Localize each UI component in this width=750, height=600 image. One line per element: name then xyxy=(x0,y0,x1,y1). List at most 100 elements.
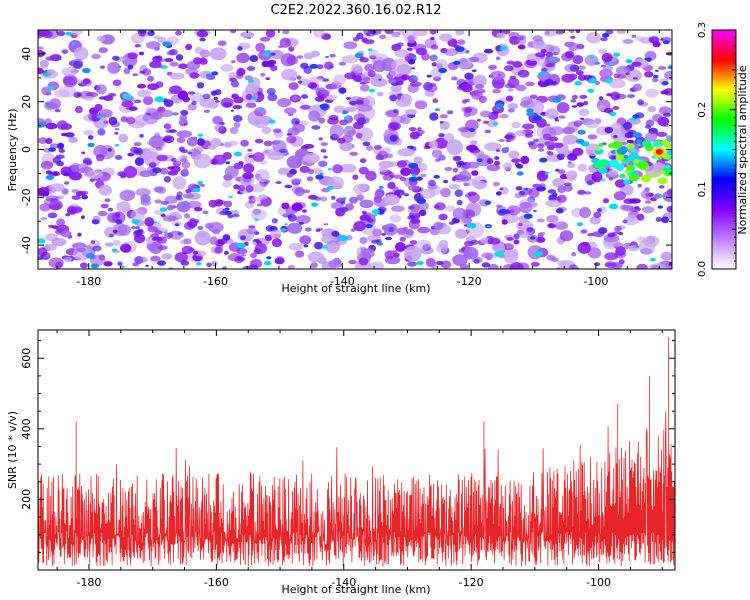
heatmap-cell xyxy=(45,102,50,105)
heatmap-cell xyxy=(552,221,562,226)
heatmap-cell xyxy=(562,134,579,145)
heatmap-cell xyxy=(454,189,463,198)
heatmap-cell xyxy=(663,40,670,45)
heatmap-cell xyxy=(307,82,318,89)
heatmap-cell xyxy=(348,259,357,265)
heatmap-cell xyxy=(565,50,575,59)
heatmap-cell xyxy=(202,93,211,100)
heatmap-cell xyxy=(187,220,198,228)
heatmap-cell xyxy=(193,153,212,169)
heatmap-cell xyxy=(38,247,48,257)
heatmap-cell xyxy=(622,219,628,224)
heatmap-cell xyxy=(484,142,502,152)
heatmap-cell xyxy=(181,245,194,254)
heatmap-cell xyxy=(603,233,620,243)
heatmap-cell xyxy=(365,170,377,181)
heatmap-cell xyxy=(650,257,656,262)
heatmap-cell xyxy=(175,54,184,61)
heatmap-cell xyxy=(130,209,145,222)
heatmap-cell xyxy=(376,242,383,246)
heatmap-cell xyxy=(552,97,562,103)
heatmap-cell xyxy=(281,68,298,81)
heatmap-cell xyxy=(629,198,641,204)
heatmap-cell xyxy=(358,183,368,192)
heatmap-cell xyxy=(97,210,108,217)
heatmap-cell xyxy=(269,49,284,60)
heatmap-cell xyxy=(616,30,626,34)
heatmap-cell xyxy=(162,137,171,142)
heatmap-cell xyxy=(492,89,501,94)
heatmap-cell xyxy=(328,168,332,171)
heatmap-cell xyxy=(254,218,259,221)
heatmap-cell xyxy=(495,204,503,208)
heatmap-cell xyxy=(623,179,631,185)
heatmap-cell xyxy=(115,212,121,218)
heatmap-cell xyxy=(417,226,431,234)
heatmap-cell xyxy=(296,55,304,59)
heatmap-cell xyxy=(504,65,514,72)
heatmap-cell xyxy=(425,84,438,93)
heatmap-cell xyxy=(342,197,347,200)
heatmap-cell xyxy=(331,230,340,237)
heatmap-cell xyxy=(644,57,649,61)
heatmap-cell xyxy=(192,250,199,255)
heatmap-cell xyxy=(464,72,474,80)
heatmap-cell xyxy=(306,176,314,182)
heatmap-cell xyxy=(329,53,336,58)
heatmap-cell xyxy=(406,145,415,149)
heatmap-cell xyxy=(473,74,487,87)
heatmap-cell xyxy=(539,157,548,163)
heatmap-cell xyxy=(249,183,266,193)
heatmap-cell xyxy=(301,94,309,99)
heatmap-cell xyxy=(107,61,121,74)
heatmap-cell xyxy=(73,60,83,69)
heatmap-cell xyxy=(557,169,566,175)
heatmap-cell xyxy=(353,75,362,82)
heatmap-cell xyxy=(211,71,219,76)
heatmap-cell xyxy=(54,89,70,98)
heatmap-cell xyxy=(76,247,87,253)
heatmap-cell xyxy=(224,210,233,216)
heatmap-cell xyxy=(63,76,77,88)
heatmap-cell xyxy=(114,128,120,131)
heatmap-cell xyxy=(535,236,546,243)
heatmap-cell xyxy=(466,222,477,229)
heatmap-cell xyxy=(91,53,101,60)
heatmap-cell xyxy=(43,72,51,77)
heatmap-cell xyxy=(440,187,451,198)
heatmap-cell xyxy=(350,228,356,232)
heatmap-cell xyxy=(132,262,139,267)
heatmap-cell xyxy=(539,71,546,76)
heatmap-cell xyxy=(132,73,139,77)
heatmap-cell xyxy=(85,253,95,259)
heatmap-cell xyxy=(495,56,501,61)
heatmap-cell xyxy=(89,178,95,182)
heatmap-cell xyxy=(477,118,481,122)
heatmap-cell xyxy=(555,30,565,35)
heatmap-y-ticks: -40 -20 0 20 40 xyxy=(20,29,672,270)
heatmap-cell xyxy=(463,111,471,118)
heatmap-cell xyxy=(546,215,559,223)
heatmap-cell xyxy=(532,35,543,42)
heatmap-cell xyxy=(286,172,294,178)
heatmap-cell xyxy=(496,149,501,152)
heatmap-cell xyxy=(136,83,147,89)
heatmap-cell xyxy=(361,248,375,259)
heatmap-cell xyxy=(645,165,662,178)
heatmap-cell xyxy=(359,81,367,85)
heatmap-cell xyxy=(535,52,546,58)
heatmap-cell xyxy=(105,242,114,247)
heatmap-cell xyxy=(93,144,108,158)
heatmap-cell xyxy=(426,74,432,78)
heatmap-cell xyxy=(314,241,324,250)
heatmap-cell xyxy=(184,213,191,219)
heatmap-cell xyxy=(433,222,444,230)
heatmap-cell xyxy=(468,192,480,203)
heatmap-cell xyxy=(52,156,61,164)
heatmap-cell xyxy=(530,236,536,240)
heatmap-cell xyxy=(114,144,120,147)
heatmap-cell xyxy=(294,250,305,258)
heatmap-cell xyxy=(221,180,232,188)
heatmap-cell xyxy=(205,222,214,229)
